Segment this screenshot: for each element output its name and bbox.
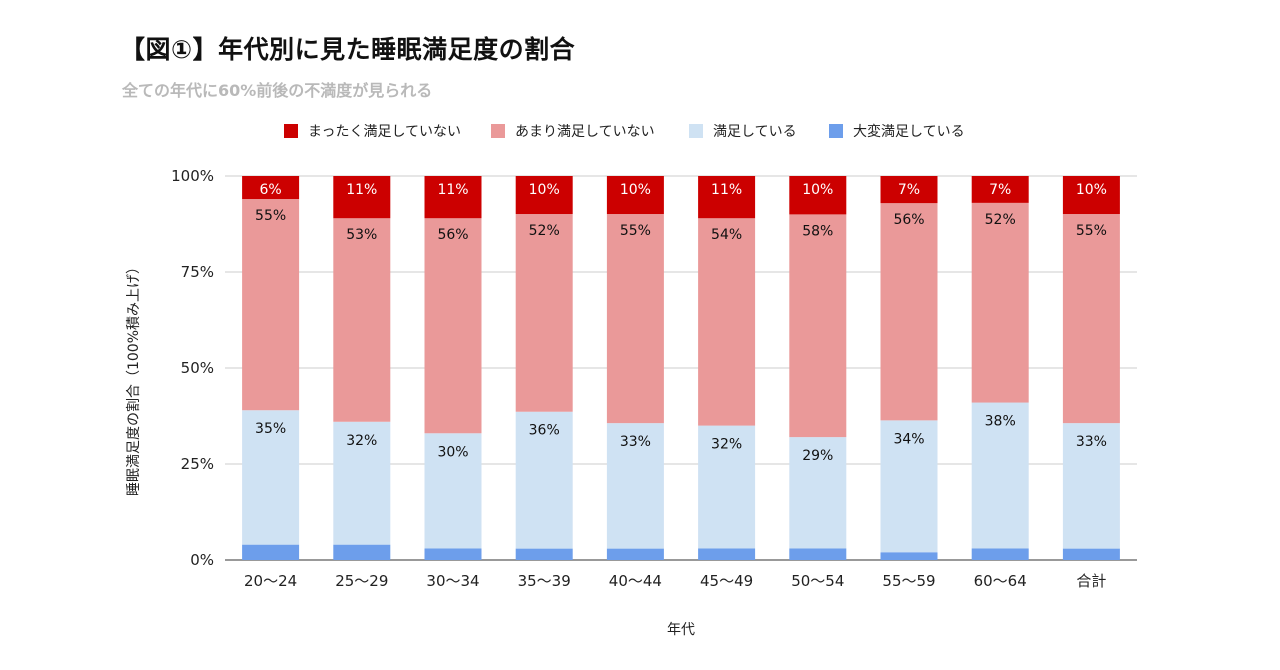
chart-title: 【図①】年代別に見た睡眠満足度の割合 (120, 35, 576, 64)
legend-label: あまり満足していない (515, 124, 655, 140)
bar-segment (333, 544, 391, 560)
bar-segment (424, 433, 482, 549)
bar-segment (333, 421, 391, 545)
bar-segment (515, 548, 573, 560)
bar-segment (242, 544, 300, 560)
bar-segment (789, 548, 847, 560)
legend-label: 大変満足している (853, 123, 965, 140)
data-label: 30% (437, 444, 468, 460)
bar-segment (880, 176, 938, 204)
bar-segment (789, 176, 847, 215)
x-tick-label: 合計 (1076, 572, 1106, 590)
data-label: 10% (620, 182, 651, 198)
bar-segment (971, 176, 1029, 203)
bar-segment (333, 218, 391, 422)
data-label: 33% (1076, 434, 1107, 450)
bar-segment (1062, 214, 1120, 424)
data-label: 35% (255, 421, 286, 437)
bar-segment (333, 176, 391, 219)
data-label: 55% (255, 208, 286, 224)
data-label: 11% (711, 182, 742, 198)
bar-segment (698, 218, 756, 426)
data-label: 38% (985, 414, 1016, 430)
x-tick-label: 40〜44 (609, 572, 662, 590)
y-tick-label: 75% (181, 263, 214, 281)
data-label: 55% (1076, 223, 1107, 239)
bar-segment (515, 176, 573, 215)
data-label: 10% (529, 182, 560, 198)
legend-label: 満足している (713, 124, 797, 140)
data-label: 34% (893, 431, 924, 447)
bar-segment (1062, 423, 1120, 549)
x-tick-label: 60〜64 (974, 572, 1027, 590)
bar-segment (424, 218, 482, 434)
data-label: 32% (711, 437, 742, 453)
bar-segment (1062, 548, 1120, 560)
x-tick-label: 20〜24 (244, 572, 297, 590)
data-label: 58% (802, 223, 833, 239)
bar-segment (971, 402, 1029, 549)
y-tick-label: 50% (181, 359, 214, 377)
x-tick-label: 35〜39 (518, 572, 571, 590)
bar-segment (242, 410, 300, 545)
legend-label: まったく満足していない (308, 124, 461, 140)
bar-segment (698, 425, 756, 549)
data-label: 52% (985, 212, 1016, 228)
y-axis-title: 睡眠満足度の割合（100%積み上げ） (125, 260, 142, 496)
legend-swatch (284, 124, 298, 138)
bar-segment (242, 176, 300, 200)
data-label: 6% (259, 182, 281, 198)
bar-segment (789, 214, 847, 438)
y-tick-label: 25% (181, 455, 214, 473)
legend-swatch (689, 124, 703, 138)
bar-segment (242, 199, 300, 411)
x-tick-label: 45〜49 (700, 572, 753, 590)
bar-segment (424, 548, 482, 560)
data-label: 29% (802, 448, 833, 464)
bar-segment (1062, 176, 1120, 215)
bar-segment (971, 548, 1029, 560)
bar-segment (515, 214, 573, 412)
data-label: 55% (620, 223, 651, 239)
y-tick-label: 0% (190, 551, 214, 569)
bar-segment (698, 548, 756, 560)
data-label: 56% (437, 227, 468, 243)
x-axis-title: 年代 (667, 622, 695, 638)
data-label: 53% (346, 227, 377, 243)
x-tick-label: 55〜59 (882, 572, 935, 590)
legend-swatch (829, 124, 843, 138)
bar-segment (880, 552, 938, 560)
legend-swatch (491, 124, 505, 138)
bar-segment (698, 176, 756, 219)
x-tick-label: 25〜29 (335, 572, 388, 590)
data-label: 32% (346, 433, 377, 449)
bar-segment (606, 548, 664, 560)
data-label: 10% (1076, 182, 1107, 198)
data-label: 56% (893, 212, 924, 228)
x-tick-label: 30〜34 (426, 572, 479, 590)
chart-subtitle: 全ての年代に60%前後の不満度が見られる (122, 81, 433, 100)
data-label: 10% (802, 182, 833, 198)
data-label: 7% (898, 182, 920, 198)
bar-segment (606, 423, 664, 549)
data-label: 33% (620, 434, 651, 450)
data-label: 54% (711, 227, 742, 243)
bar-segment (789, 437, 847, 549)
bar-segment (424, 176, 482, 219)
data-label: 11% (346, 182, 377, 198)
y-tick-label: 100% (171, 167, 214, 185)
data-label: 52% (529, 223, 560, 239)
bar-segment (606, 176, 664, 215)
bar-segment (971, 202, 1029, 403)
data-label: 11% (437, 182, 468, 198)
data-label: 7% (989, 182, 1011, 198)
bar-segment (606, 214, 664, 424)
bar-segment (515, 411, 573, 549)
bar-segment (880, 203, 938, 421)
x-tick-label: 50〜54 (791, 572, 844, 590)
data-label: 36% (529, 423, 560, 439)
bar-segment (880, 420, 938, 553)
